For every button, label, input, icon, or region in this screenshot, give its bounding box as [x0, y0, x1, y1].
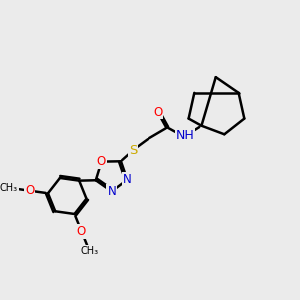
Text: O: O — [97, 155, 106, 168]
Text: O: O — [25, 184, 34, 197]
Text: O: O — [77, 225, 86, 238]
Text: O: O — [153, 106, 162, 118]
Text: CH₃: CH₃ — [80, 245, 98, 256]
Text: N: N — [107, 185, 116, 198]
Text: S: S — [129, 144, 137, 157]
Text: CH₃: CH₃ — [0, 183, 18, 193]
Text: N: N — [123, 173, 132, 186]
Text: NH: NH — [176, 129, 194, 142]
